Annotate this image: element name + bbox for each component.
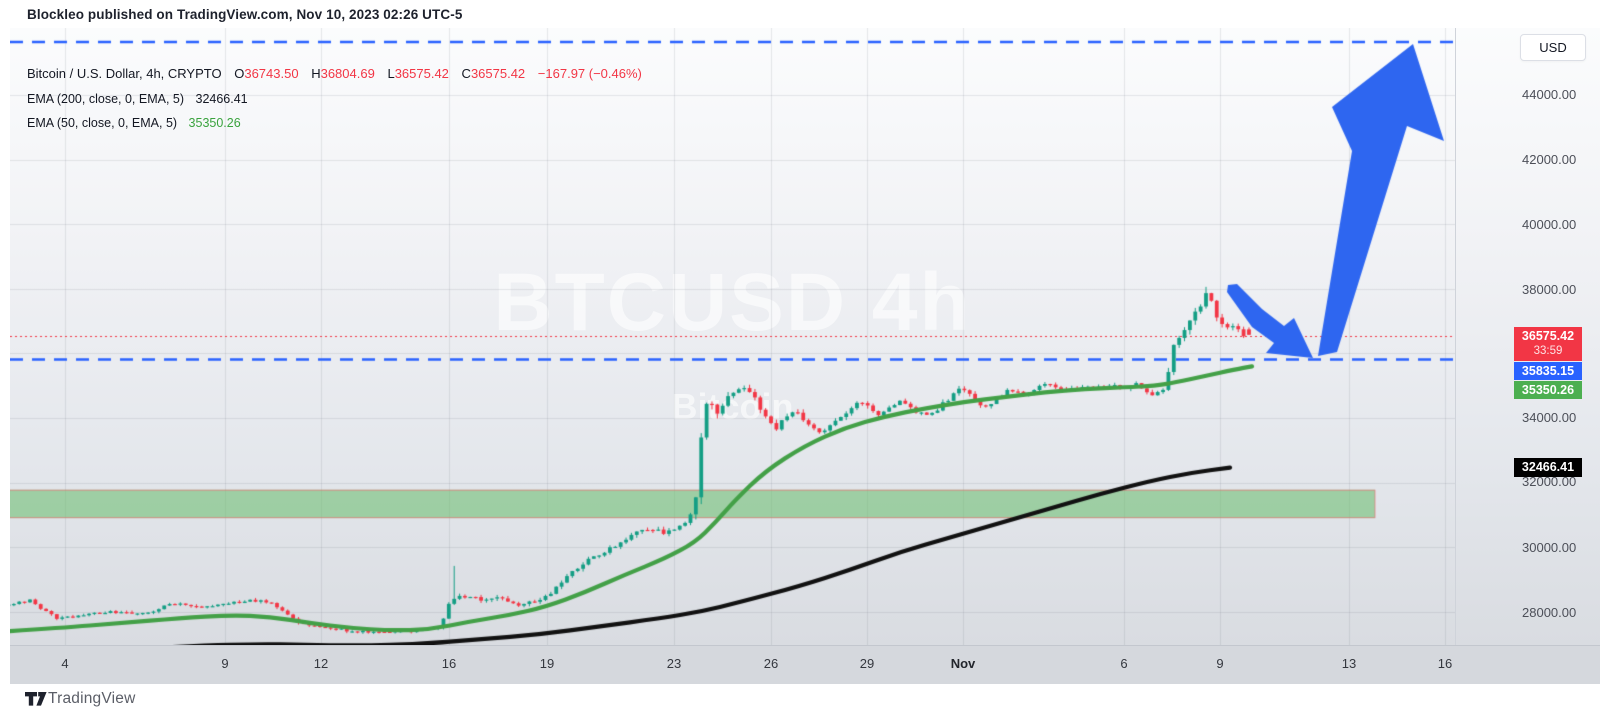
price-tick-label: 40000.00 <box>1522 217 1577 232</box>
ema200-price-box: 32466.41 <box>1514 458 1582 477</box>
ema200-label: EMA (200, close, 0, EMA, 5) <box>27 92 185 106</box>
time-axis-label: 16 <box>441 656 457 671</box>
price-tick-label: 38000.00 <box>1522 282 1577 297</box>
price-tick-label: 42000.00 <box>1522 152 1577 167</box>
ohlc-close: C36575.42 <box>461 66 526 81</box>
price-tick-label: 30000.00 <box>1522 540 1577 555</box>
ema50-price-box: 35350.26 <box>1514 381 1582 399</box>
time-axis-label: 9 <box>221 656 229 671</box>
ohlc-high: H36804.69 <box>311 66 375 81</box>
price-tick-label: 28000.00 <box>1522 605 1577 620</box>
price-axis[interactable]: USD 44000.00 42000.00 40000.00 38000.00 3400… <box>1455 28 1600 645</box>
time-axis[interactable]: 4 9 12 16 19 23 26 29 Nov 6 9 13 16 <box>10 645 1600 684</box>
time-axis-label: 4 <box>61 656 69 671</box>
publish-header: Blockleo published on TradingView.com, N… <box>27 7 462 22</box>
time-axis-label: 6 <box>1120 656 1128 671</box>
level-price-box: 35835.15 <box>1514 362 1582 380</box>
ema50-value: 35350.26 <box>188 116 241 130</box>
time-axis-label: 29 <box>859 656 875 671</box>
legend-ema50-row[interactable]: EMA (50, close, 0, EMA, 5) 35350.26 <box>27 116 241 130</box>
footer: TradingView <box>0 683 1600 724</box>
ema200-value: 32466.41 <box>195 92 248 106</box>
last-price-box: 36575.42 33:59 <box>1514 327 1582 361</box>
ohlc-open: O36743.50 <box>234 66 299 81</box>
time-axis-label: 9 <box>1216 656 1224 671</box>
ema50-label: EMA (50, close, 0, EMA, 5) <box>27 116 178 130</box>
time-axis-label: 23 <box>666 656 682 671</box>
time-axis-label: 13 <box>1341 656 1357 671</box>
legend-ema200-row[interactable]: EMA (200, close, 0, EMA, 5) 32466.41 <box>27 92 248 106</box>
tradingview-brand-text[interactable]: TradingView <box>48 690 136 707</box>
tradingview-logo-icon[interactable] <box>25 692 47 706</box>
legend-symbol-row[interactable]: Bitcoin / U.S. Dollar, 4h, CRYPTO O36743… <box>27 66 642 81</box>
symbol-title: Bitcoin / U.S. Dollar, 4h, CRYPTO <box>27 66 222 81</box>
time-axis-label: 26 <box>763 656 779 671</box>
time-axis-label: 12 <box>313 656 329 671</box>
time-axis-label: 19 <box>539 656 555 671</box>
currency-button[interactable]: USD <box>1520 34 1586 61</box>
price-tick-label: 44000.00 <box>1522 87 1577 102</box>
ohlc-low: L36575.42 <box>387 66 449 81</box>
time-axis-label: 16 <box>1437 656 1453 671</box>
candlestick-chart-canvas[interactable] <box>10 28 1455 645</box>
chart-pane[interactable]: BTCUSD 4h Bitcoin Bitcoin / U.S. Dollar,… <box>10 28 1455 645</box>
price-tick-label: 34000.00 <box>1522 410 1577 425</box>
change-value: −167.97 (−0.46%) <box>537 66 642 81</box>
price-tick-label: 32000.00 <box>1522 474 1577 489</box>
time-axis-label: Nov <box>950 656 976 671</box>
publish-header-text: Blockleo published on TradingView.com, N… <box>27 7 463 22</box>
